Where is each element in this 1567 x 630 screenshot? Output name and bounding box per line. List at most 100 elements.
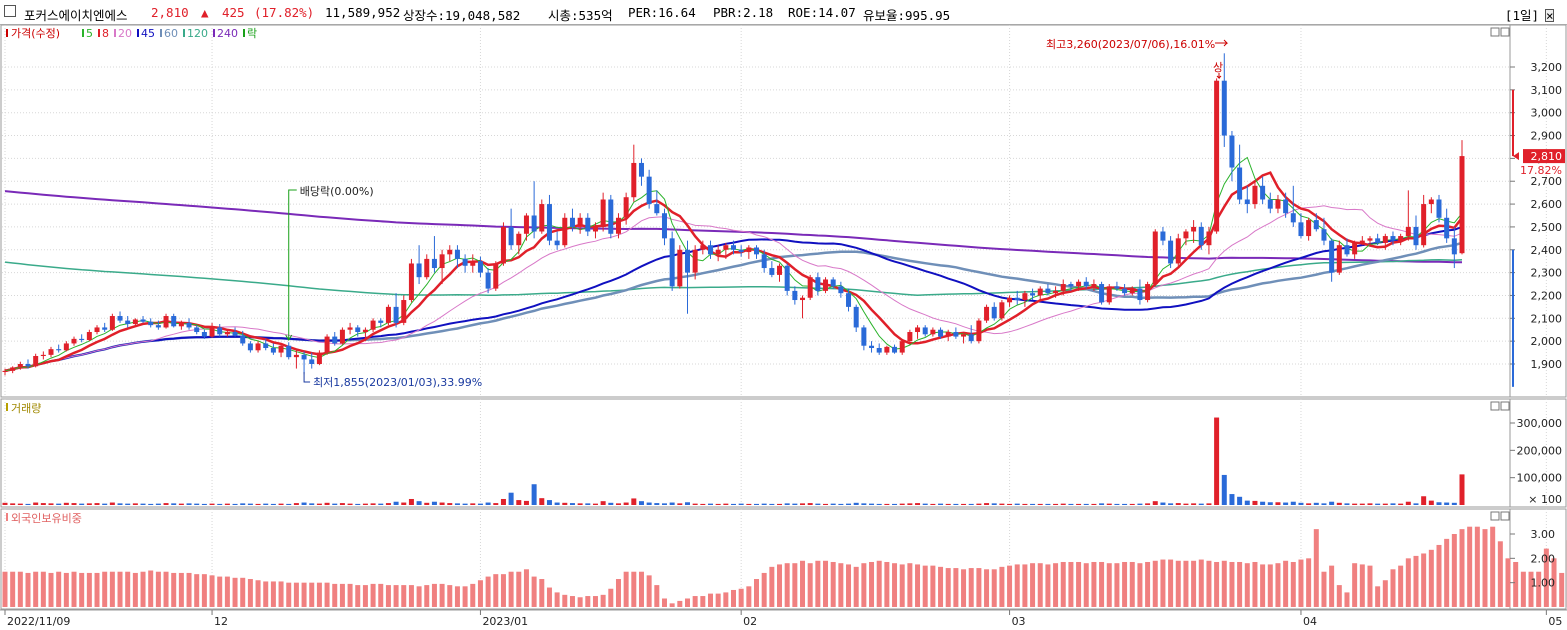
candle-body [1183,231,1189,239]
volume-bar [171,503,177,505]
x-tick-label: 2022/11/09 [7,615,70,628]
x-tick-label: 02 [743,615,757,628]
candle-body [523,215,529,234]
foreign-bar [684,598,690,607]
foreign-bar [1237,561,1243,607]
foreign-bar [1045,564,1051,607]
volume-bar [892,503,898,505]
candle-body [48,349,54,355]
foreign-bar [539,579,545,607]
foreign-bar [800,560,806,607]
volume-bar [2,502,8,505]
candle-body [2,370,8,372]
price-tick-label: 2,900 [1531,130,1563,143]
volume-bar [1336,502,1342,505]
volume-bar [408,498,414,505]
candle-body [815,277,821,291]
foreign-bar [1191,560,1197,607]
stock-name[interactable]: 포커스에이치엔에스 [24,8,128,23]
foreign-bar [1060,561,1066,607]
candle-body [1214,80,1220,232]
legend-item-2: 5 [86,27,93,40]
foreign-bar [1198,559,1204,607]
foreign-bar [355,585,361,607]
volume-bar [1221,474,1227,505]
foreign-bar [316,582,322,607]
candle-body [301,354,307,360]
period-selector[interactable]: [1일] [1504,8,1539,23]
foreign-bar [1122,561,1128,607]
candle-body [1283,199,1289,214]
volume-bar [562,502,568,505]
candle-body [1260,185,1266,200]
foreign-tick-label: 2.00 [1531,552,1556,565]
foreign-bar [1444,538,1450,607]
foreign-bar [938,566,944,607]
candle-body [738,249,744,253]
candle-body [577,217,583,227]
foreign-bar [915,564,921,607]
candle-body [976,320,982,342]
candle-body [40,354,46,357]
volume-bar [247,503,253,505]
volume-bar [1129,503,1135,505]
foreign-bar [838,563,844,607]
foreign-bar [592,596,598,607]
foreign-bar [661,598,667,607]
volume-bar [424,502,430,505]
volume-bar [209,503,215,505]
candle-body [684,249,690,273]
axes: 3,2003,1003,0002,9002,8002,7002,6002,500… [4,61,1565,628]
foreign-bar [362,585,368,607]
candle-body [562,217,568,246]
candle-body [846,293,852,307]
volume-bar [1099,503,1105,505]
foreign-bar [1214,561,1220,607]
candle-body [884,346,890,353]
candle-body [140,319,146,322]
foreign-bar [692,596,698,607]
foreign-bar [109,571,115,607]
candle-body [953,332,959,337]
volume-bar [1359,503,1365,505]
candle-body [125,320,131,325]
candle-body [1329,240,1335,273]
foreign-bar [585,596,591,607]
low-price-annotation: 최저1,855(2023/01/03),33.99% [313,376,482,389]
candle-body [1198,226,1204,246]
candle-body [462,258,468,266]
volume-bar [1252,500,1258,505]
volume-bar [71,503,77,505]
volume-bars [2,417,1465,505]
dividend-arrow-icon [285,334,293,341]
candle-body [968,334,974,342]
select-checkbox[interactable] [4,5,16,17]
close-icon[interactable]: × [1545,8,1554,23]
foreign-bar [140,571,146,607]
volume-bar [370,503,376,505]
volume-bar [194,503,200,505]
foreign-bar [830,561,836,607]
foreign-bar [1482,529,1488,607]
volume-bar [700,503,706,505]
foreign-bar [945,568,951,607]
foreign-bar [132,572,138,607]
current-price-label: 2,810 [1531,150,1563,163]
volume-bar [800,503,806,505]
candle-body [1344,245,1350,255]
price-tick-label: 2,000 [1531,335,1563,348]
candle-body [807,277,813,298]
foreign-bar [1129,561,1135,607]
foreign-bar [1168,559,1174,607]
volume-bar [393,501,399,505]
current-price-pointer-icon [1513,152,1519,161]
candle-body [332,336,338,344]
foreign-bar [884,561,890,607]
candle-body [324,336,330,353]
volume-bar [792,503,798,505]
candle-body [1367,238,1373,241]
volume-bar [1244,500,1250,505]
candle-body [915,327,921,333]
volume-bar [777,503,783,505]
